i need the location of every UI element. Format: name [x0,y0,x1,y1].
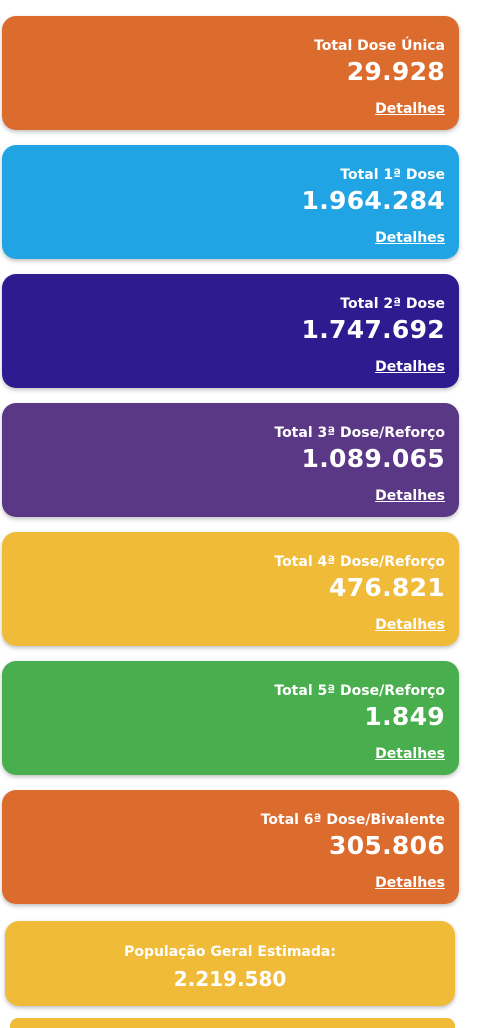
card-label: Total 6ª Dose/Bivalente [260,812,445,828]
details-link[interactable]: Detalhes [375,488,445,504]
population-card: População Geral Estimada: 2.219.580 [5,921,455,1006]
details-link[interactable]: Detalhes [375,101,445,117]
card-dose-5: Total 5ª Dose/Reforço 1.849 Detalhes [2,661,459,775]
population-label: População Geral Estimada: [124,944,336,960]
card-value: 476.821 [329,573,445,602]
card-label: Total 5ª Dose/Reforço [274,683,445,699]
card-label: Total 3ª Dose/Reforço [274,425,445,441]
card-label: Total 1ª Dose [340,167,445,183]
details-link[interactable]: Detalhes [375,359,445,375]
card-dose-2: Total 2ª Dose 1.747.692 Detalhes [2,274,459,388]
card-value: 1.964.284 [301,186,445,215]
card-label: Total 4ª Dose/Reforço [274,554,445,570]
card-value: 1.089.065 [301,444,445,473]
details-link[interactable]: Detalhes [375,746,445,762]
card-label: Total 2ª Dose [340,296,445,312]
card-dose-1: Total 1ª Dose 1.964.284 Detalhes [2,145,459,259]
card-value: 305.806 [329,831,445,860]
card-dose-unica: Total Dose Única 29.928 Detalhes [2,16,459,130]
card-dose-6: Total 6ª Dose/Bivalente 305.806 Detalhes [2,790,459,904]
details-link[interactable]: Detalhes [375,617,445,633]
details-link[interactable]: Detalhes [375,875,445,891]
card-value: 29.928 [346,57,445,86]
card-label: Total Dose Única [314,38,445,54]
next-card-edge [10,1018,455,1028]
details-link[interactable]: Detalhes [375,230,445,246]
population-value: 2.219.580 [173,967,287,991]
card-dose-3: Total 3ª Dose/Reforço 1.089.065 Detalhes [2,403,459,517]
card-value: 1.747.692 [301,315,445,344]
card-dose-4: Total 4ª Dose/Reforço 476.821 Detalhes [2,532,459,646]
card-value: 1.849 [364,702,445,731]
